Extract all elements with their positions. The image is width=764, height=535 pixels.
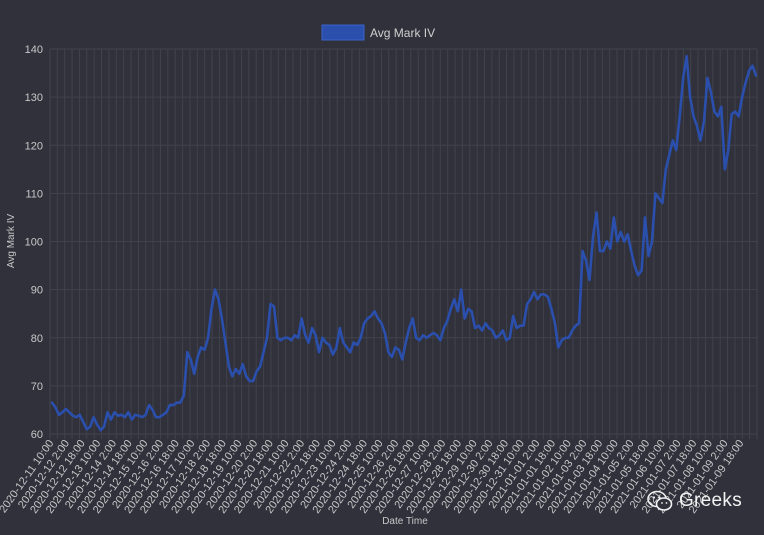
series-line-avg-mark-iv[interactable] [50, 54, 758, 432]
y-axis-label: Avg Mark IV [6, 214, 17, 269]
series-layer [50, 54, 758, 432]
legend-swatch[interactable] [321, 24, 365, 41]
y-tick-label: 100 [25, 237, 43, 249]
watermark-text: Greeks [678, 490, 742, 511]
legend-label[interactable]: Avg Mark IV [370, 26, 435, 40]
wechat-icon [647, 490, 673, 511]
grid [49, 48, 758, 439]
y-tick-label: 80 [31, 333, 43, 345]
y-tick-label: 90 [31, 285, 43, 297]
x-axis-label: Date Time [382, 516, 428, 527]
y-tick-label: 110 [25, 188, 43, 200]
legend[interactable]: Avg Mark IV [321, 24, 435, 41]
y-tick-label: 60 [31, 429, 43, 441]
y-axis-ticks: 60 70 80 90 100 110 120 130 140 [25, 44, 43, 441]
y-tick-label: 140 [25, 44, 43, 56]
watermark: Greeks [647, 490, 742, 512]
y-tick-label: 120 [25, 140, 43, 152]
y-tick-label: 70 [31, 381, 43, 393]
y-tick-label: 130 [25, 92, 43, 104]
